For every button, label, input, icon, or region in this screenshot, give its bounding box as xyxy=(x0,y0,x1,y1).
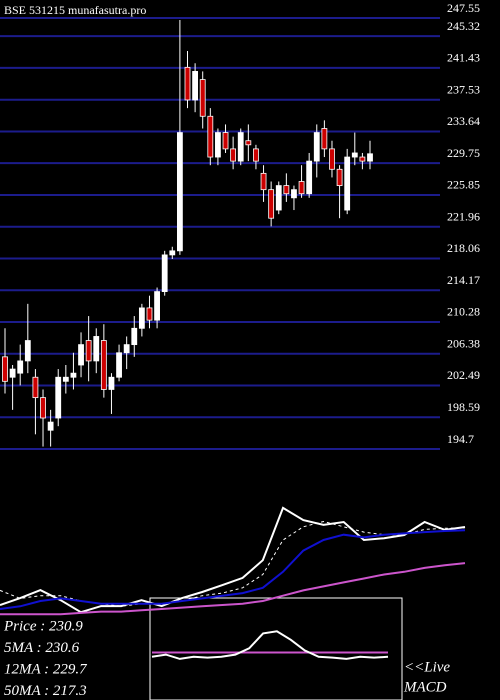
candle-body xyxy=(291,189,297,199)
legend-text: Price : 230.9 xyxy=(3,618,83,634)
y-tick-label: 245.32 xyxy=(447,19,480,33)
candle-body xyxy=(123,344,130,354)
candle-body xyxy=(321,128,328,150)
candle-body xyxy=(116,352,122,378)
candle-body xyxy=(85,340,92,362)
candle-body xyxy=(169,250,176,256)
y-tick-label: 225.85 xyxy=(447,178,480,192)
candle-body xyxy=(359,156,366,162)
candle-body xyxy=(237,132,244,162)
candle-body xyxy=(283,185,290,195)
y-tick-label: 229.75 xyxy=(447,146,480,160)
candle-body xyxy=(313,132,320,162)
y-tick-label: 206.38 xyxy=(447,336,480,350)
legend-text: 5MA : 230.6 xyxy=(4,640,80,656)
y-tick-label: 202.49 xyxy=(447,368,480,382)
chart-title: BSE 531215 munafasutra.pro xyxy=(4,3,146,17)
candle-body xyxy=(17,360,24,374)
candle-body xyxy=(32,376,39,399)
candle-body xyxy=(78,344,84,366)
macd-note: <<Live xyxy=(404,659,450,675)
candle-body xyxy=(146,307,153,321)
y-tick-label: 214.17 xyxy=(447,273,480,287)
y-tick-label: 241.43 xyxy=(447,51,480,65)
y-tick-label: 233.64 xyxy=(447,114,480,128)
candle-body xyxy=(329,148,335,170)
candle-body xyxy=(351,152,358,158)
candle-body xyxy=(62,376,69,382)
candle-body xyxy=(275,185,282,211)
candle-body xyxy=(2,356,8,382)
y-tick-label: 221.96 xyxy=(447,209,480,223)
ma-line xyxy=(0,529,466,610)
ma-line xyxy=(0,562,466,616)
candle-body xyxy=(154,291,160,321)
candle-body xyxy=(367,153,373,162)
candle-body xyxy=(222,132,229,150)
candle-body xyxy=(100,340,107,390)
legend-text: 50MA : 217.3 xyxy=(4,683,87,699)
candle-body xyxy=(161,254,168,293)
y-tick-label: 194.7 xyxy=(447,432,474,446)
ma-line xyxy=(0,506,466,614)
candle-body xyxy=(108,376,115,390)
macd-title: MACD xyxy=(403,679,447,695)
candle-body xyxy=(47,421,54,431)
candle-body xyxy=(40,397,46,419)
y-tick-label: 247.55 xyxy=(447,1,480,15)
y-tick-label: 237.53 xyxy=(447,82,480,96)
candle-body xyxy=(131,327,138,346)
candle-body xyxy=(93,336,100,362)
candle-body xyxy=(24,340,31,362)
candle-body xyxy=(306,160,313,195)
candle-body xyxy=(344,156,351,211)
macd-box xyxy=(149,597,403,700)
y-tick-label: 210.28 xyxy=(447,305,480,319)
candle-body xyxy=(199,79,206,117)
candle-body xyxy=(70,372,77,378)
candle-body xyxy=(55,376,62,419)
candle-body xyxy=(215,132,221,158)
candle-body xyxy=(184,66,191,101)
candle-body xyxy=(260,172,267,191)
candle-body xyxy=(230,148,237,162)
candle-body xyxy=(192,71,199,101)
candle-body xyxy=(336,168,343,186)
candle-body xyxy=(253,148,259,162)
y-tick-label: 218.06 xyxy=(447,241,480,255)
candle-body xyxy=(138,307,145,329)
macd-line xyxy=(151,630,389,660)
candle-body xyxy=(298,181,305,195)
candle-body xyxy=(207,115,214,158)
candle-body xyxy=(245,140,252,146)
candle-body xyxy=(9,368,16,378)
candle-body xyxy=(268,189,275,219)
candle-body xyxy=(176,132,183,252)
y-tick-label: 198.59 xyxy=(447,400,480,414)
legend-text: 12MA : 229.7 xyxy=(4,661,88,677)
